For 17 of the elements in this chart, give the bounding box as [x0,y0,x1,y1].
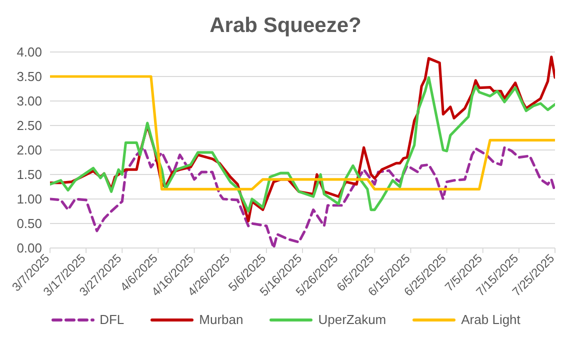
line-series [50,75,555,190]
line-series [50,146,555,248]
legend-label: DFL [100,312,124,327]
y-tick-label: 1.00 [16,192,42,207]
y-tick-label: 2.50 [16,118,42,134]
line-series [50,76,555,213]
legend-label: Arab Light [461,312,520,327]
y-tick-label: 3.00 [16,94,42,109]
y-tick-label: 1.50 [16,167,42,182]
chart-title: Arab Squeeze? [208,13,362,39]
y-tick-label: 4.00 [16,44,42,60]
legend-label: Murban [199,312,244,327]
y-tick-label: 3.50 [16,69,42,84]
y-tick-label: 2.00 [16,142,42,158]
legend-label: UperZakum [318,312,386,327]
y-tick-label: 0.50 [16,216,42,232]
y-tick-label: 0.00 [16,240,42,256]
